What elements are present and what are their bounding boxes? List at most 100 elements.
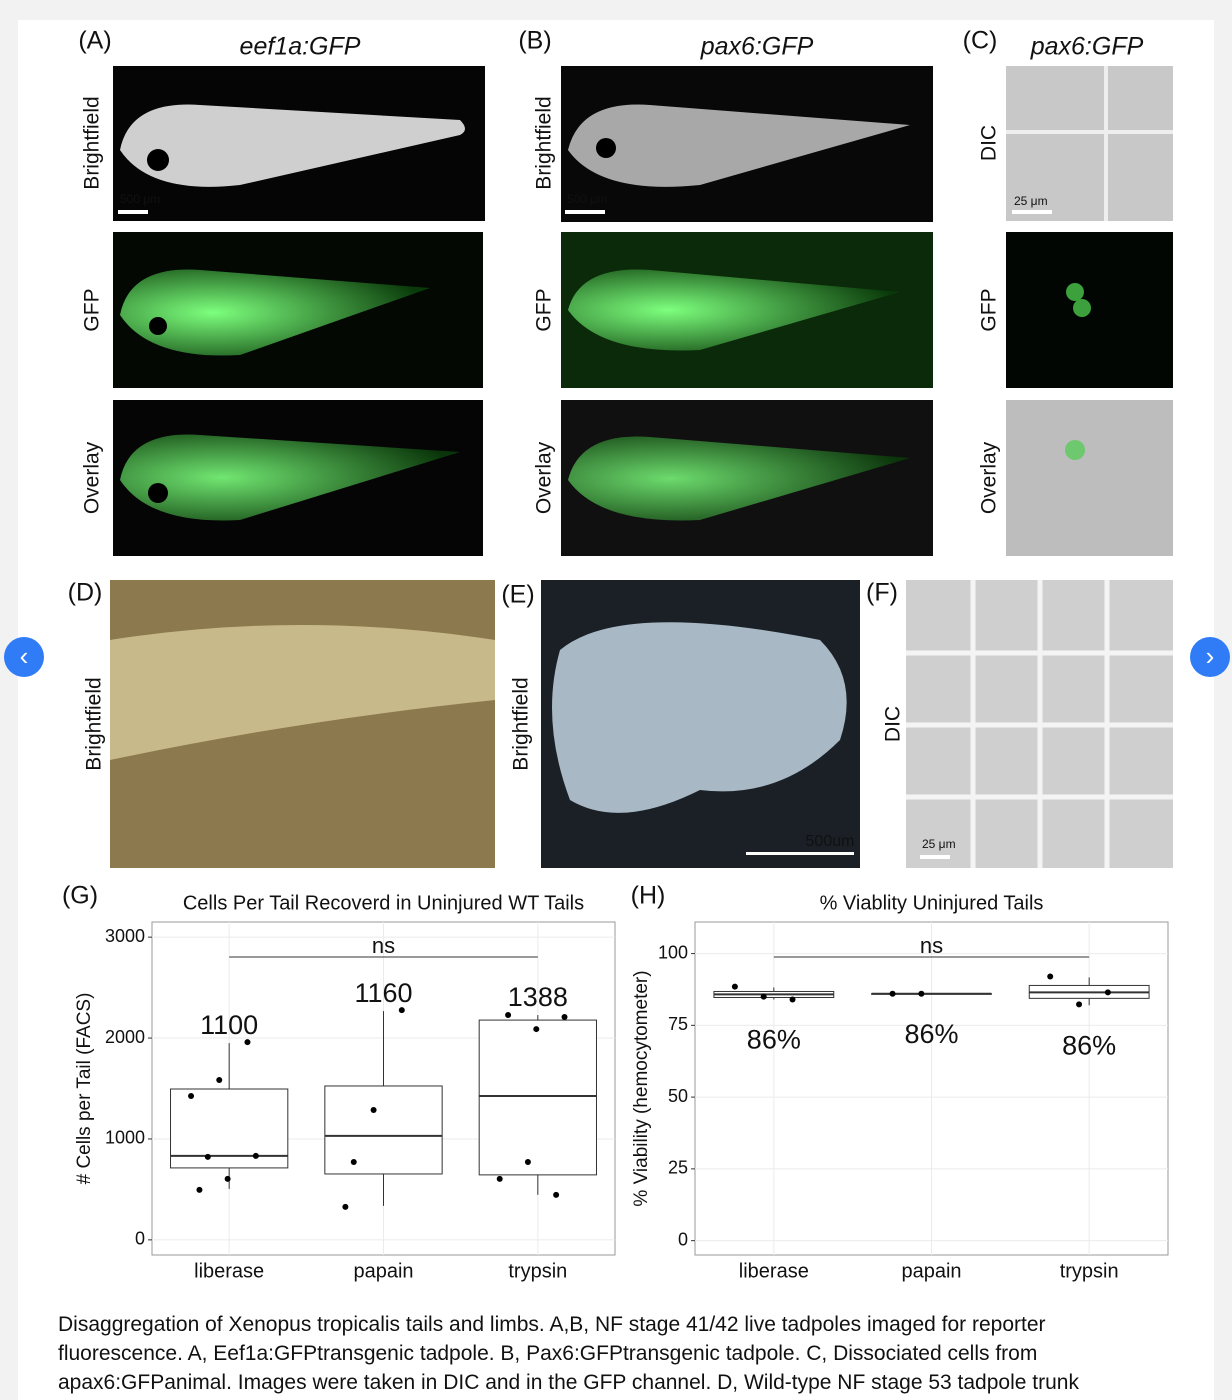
point [505,1012,512,1019]
tadpole [110,625,495,760]
eye [149,317,167,335]
point [244,1039,251,1046]
point [533,1026,540,1033]
point [216,1077,223,1084]
scale-label: 500 μm [120,192,160,206]
panel-label: (F) [866,579,898,607]
tadpole [568,104,910,187]
point [553,1191,560,1198]
point [1104,989,1111,996]
row-label: Brightfield [83,677,106,770]
box [478,1019,597,1176]
y-tick-label: 25 [668,1158,688,1178]
point [342,1203,349,1210]
prev-button[interactable]: ‹ [4,637,44,677]
row-label: Overlay [978,441,1001,514]
point [731,983,738,990]
row-label: Brightfield [533,96,556,189]
panel-label: (A) [78,27,111,55]
image [1006,400,1173,556]
panel-label: (E) [501,581,534,609]
caption: Disaggregation of Xenopus tropicalis tai… [58,1313,1079,1394]
box [170,1088,289,1169]
image [1006,66,1173,221]
y-tick-label: 0 [135,1229,145,1249]
chart-title: Cells Per Tail Recoverd in Uninjured WT … [183,892,584,914]
x-tick-label: trypsin [1060,1260,1119,1282]
value-label: 1388 [508,982,568,1012]
cell [1066,283,1084,301]
point [889,990,896,997]
significance-label: ns [920,933,943,958]
eye [148,483,168,503]
row-label: DIC [978,125,1001,161]
point [561,1014,568,1021]
y-axis-label: # Cells per Tail (FACS) [74,993,95,1185]
value-label: 1100 [200,1010,258,1040]
scale-bar [746,852,854,855]
cell [1073,299,1091,317]
eye [147,149,169,171]
point [1047,973,1054,980]
row-label: GFP [81,288,104,331]
scale-bar [118,210,148,214]
x-tick-label: liberase [739,1260,809,1282]
y-tick-label: 50 [668,1086,688,1106]
y-tick-label: 1000 [105,1128,145,1148]
row-label: Overlay [533,441,556,514]
row-label: GFP [978,288,1001,331]
panel-label: (H) [631,882,666,910]
scale-label: 25 μm [922,837,956,851]
value-label: 86% [1062,1030,1116,1060]
point [1076,1001,1083,1008]
panel-title: pax6:GFP [700,33,814,61]
tadpole [568,436,910,521]
chart-title: % Viablity Uninjured Tails [820,892,1044,914]
scale-label: 500um [806,833,855,850]
point [224,1175,231,1182]
point [188,1092,195,1099]
cell [1065,440,1085,460]
tadpole [120,269,430,356]
panel-title: pax6:GFP [1030,33,1144,61]
tail [552,622,847,813]
box [324,1085,443,1175]
row-label: Brightfield [81,96,104,189]
point [398,1007,405,1014]
row-label: GFP [533,288,556,331]
point [350,1158,357,1165]
significance-label: ns [372,933,395,958]
scale-label: 25 μm [1014,194,1048,208]
panel-label: (C) [963,27,998,55]
point [760,993,767,1000]
panel-label: (B) [518,27,551,55]
point [196,1186,203,1193]
point [918,990,925,997]
point [524,1158,531,1165]
x-tick-label: liberase [194,1260,264,1282]
point [496,1175,503,1182]
panel-label: (G) [62,882,98,910]
x-tick-label: trypsin [508,1260,567,1282]
tadpole [120,434,460,521]
next-button[interactable]: › [1190,637,1230,677]
y-tick-label: 3000 [105,926,145,946]
panel-label: (D) [68,579,103,607]
eye [596,138,616,158]
point [789,996,796,1003]
tadpole [568,269,900,351]
row-label: DIC [882,706,905,742]
tadpole [120,104,465,187]
images [110,66,1173,868]
y-tick-label: 0 [678,1229,688,1249]
point [370,1106,377,1113]
scale-bar [920,855,950,859]
value-label: 1160 [354,978,412,1008]
panel-title: eef1a:GFP [240,33,361,61]
y-tick-label: 75 [668,1014,688,1034]
value-label: 86% [904,1019,958,1049]
scale-label: 500 μm [567,192,607,206]
y-tick-label: 2000 [105,1027,145,1047]
scale-bar [1012,210,1052,214]
